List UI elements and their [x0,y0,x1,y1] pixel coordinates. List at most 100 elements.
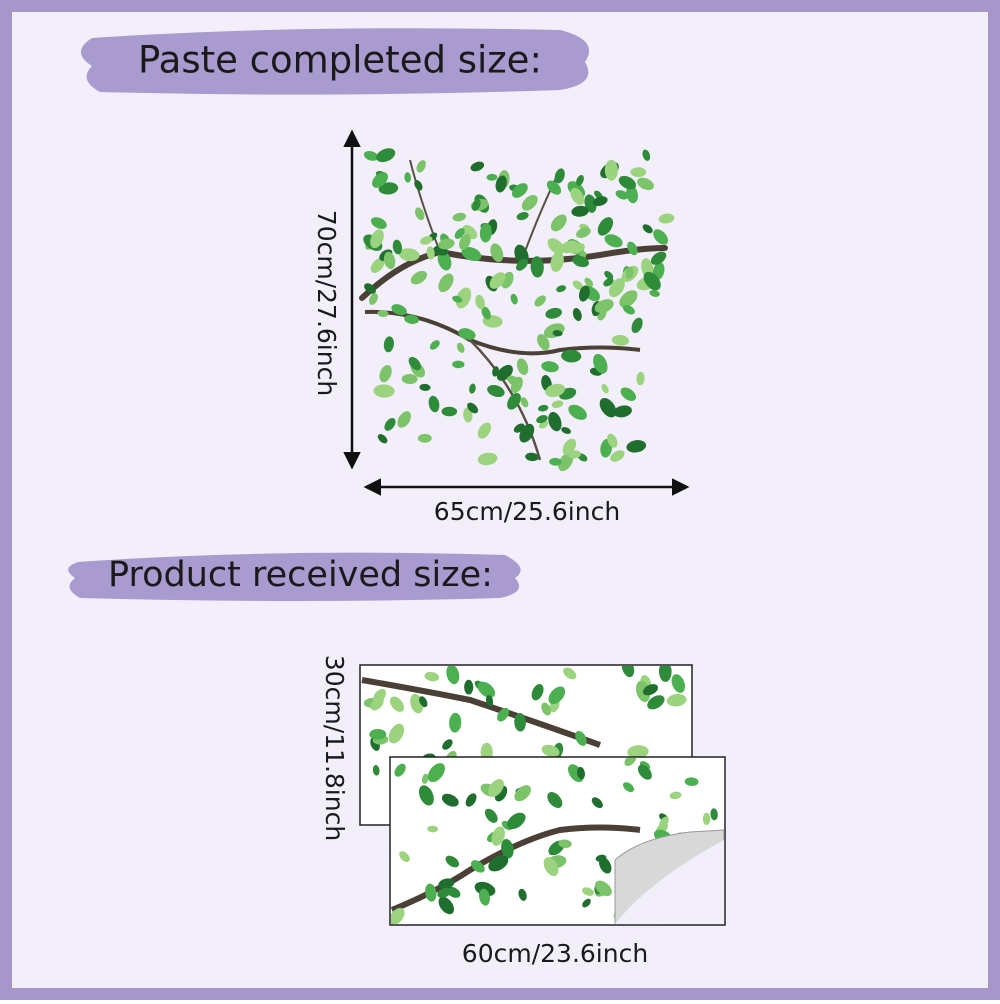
leaf [669,791,682,800]
leaf [501,839,514,859]
leaf [445,855,460,868]
leaf [471,199,481,211]
leaf [647,695,665,710]
leaf [372,172,388,188]
leaf [459,234,471,250]
leaf [416,160,426,173]
leaf [404,172,412,183]
leaf [419,696,428,708]
leaf [658,213,675,224]
leaf [507,812,526,830]
leaf [621,666,635,678]
leaf [650,251,667,265]
leaf [481,306,491,320]
leaf [495,175,507,193]
leaf [410,270,428,285]
leaf [551,400,564,409]
leaf [548,411,562,432]
leaf [584,277,594,287]
leaf [666,693,687,707]
leaf [477,452,498,466]
leaf [626,185,638,204]
leaf [593,353,608,374]
leaf [452,360,465,369]
leaf [465,793,477,807]
leaf [398,248,420,262]
leaf [626,440,647,453]
leaf [417,433,432,443]
leaf [401,373,418,385]
leaf [622,304,635,315]
leaf [550,251,564,272]
leaf [550,214,567,232]
leaf [452,295,463,303]
leaf [598,857,612,874]
leaf [604,159,618,181]
leaf [456,342,465,353]
leaf [428,395,440,413]
leaf [627,241,638,256]
leaf [613,405,632,418]
leaf [659,816,669,828]
leaf [446,666,460,685]
leaf [507,392,521,410]
leaf [643,271,661,291]
leaf [642,149,651,161]
leaf [488,855,509,872]
leaf [578,285,590,302]
leaf [512,183,528,198]
leaf [702,812,711,826]
leaf [536,415,548,424]
leaf [546,180,562,195]
peel-back [615,840,724,924]
leaf [475,294,485,310]
leaf [642,684,659,696]
height-label: 30cm/11.8inch [320,655,349,841]
leaf [710,808,718,821]
leaf [624,758,637,767]
brush-stroke [81,28,590,95]
leaf [463,407,473,423]
leaf [618,175,637,190]
leaf [593,196,608,207]
leaf [541,702,551,716]
leaf [636,371,645,386]
leaf [394,763,406,777]
leaf [554,168,565,184]
leaf [477,422,492,439]
leaf [426,246,435,260]
leaf [441,406,458,417]
leaf [383,251,396,270]
leaf [627,745,649,759]
leaf [370,229,384,249]
leaf [576,174,584,186]
leaf [442,739,453,750]
leaf [597,217,614,236]
leaf [582,887,594,896]
leaf [408,356,421,371]
leaf [622,782,635,793]
leaf [607,433,618,448]
brush-stroke [68,552,521,601]
leaf [538,404,549,412]
leaf [560,240,579,254]
leaf [373,384,395,398]
leaf [510,293,518,305]
leaf [601,384,609,394]
leaf [392,239,403,255]
leaf [485,695,494,707]
leaf [568,450,581,459]
leaf [608,278,625,298]
leaf [591,797,603,809]
leaf [469,383,476,394]
leaf [684,777,699,787]
leaf [568,404,587,420]
leaf [391,907,405,924]
leaf [516,358,529,376]
leaf [631,317,643,334]
leaf [404,314,419,324]
leaf [637,177,654,191]
leaf [577,766,585,780]
leaf [389,696,405,712]
